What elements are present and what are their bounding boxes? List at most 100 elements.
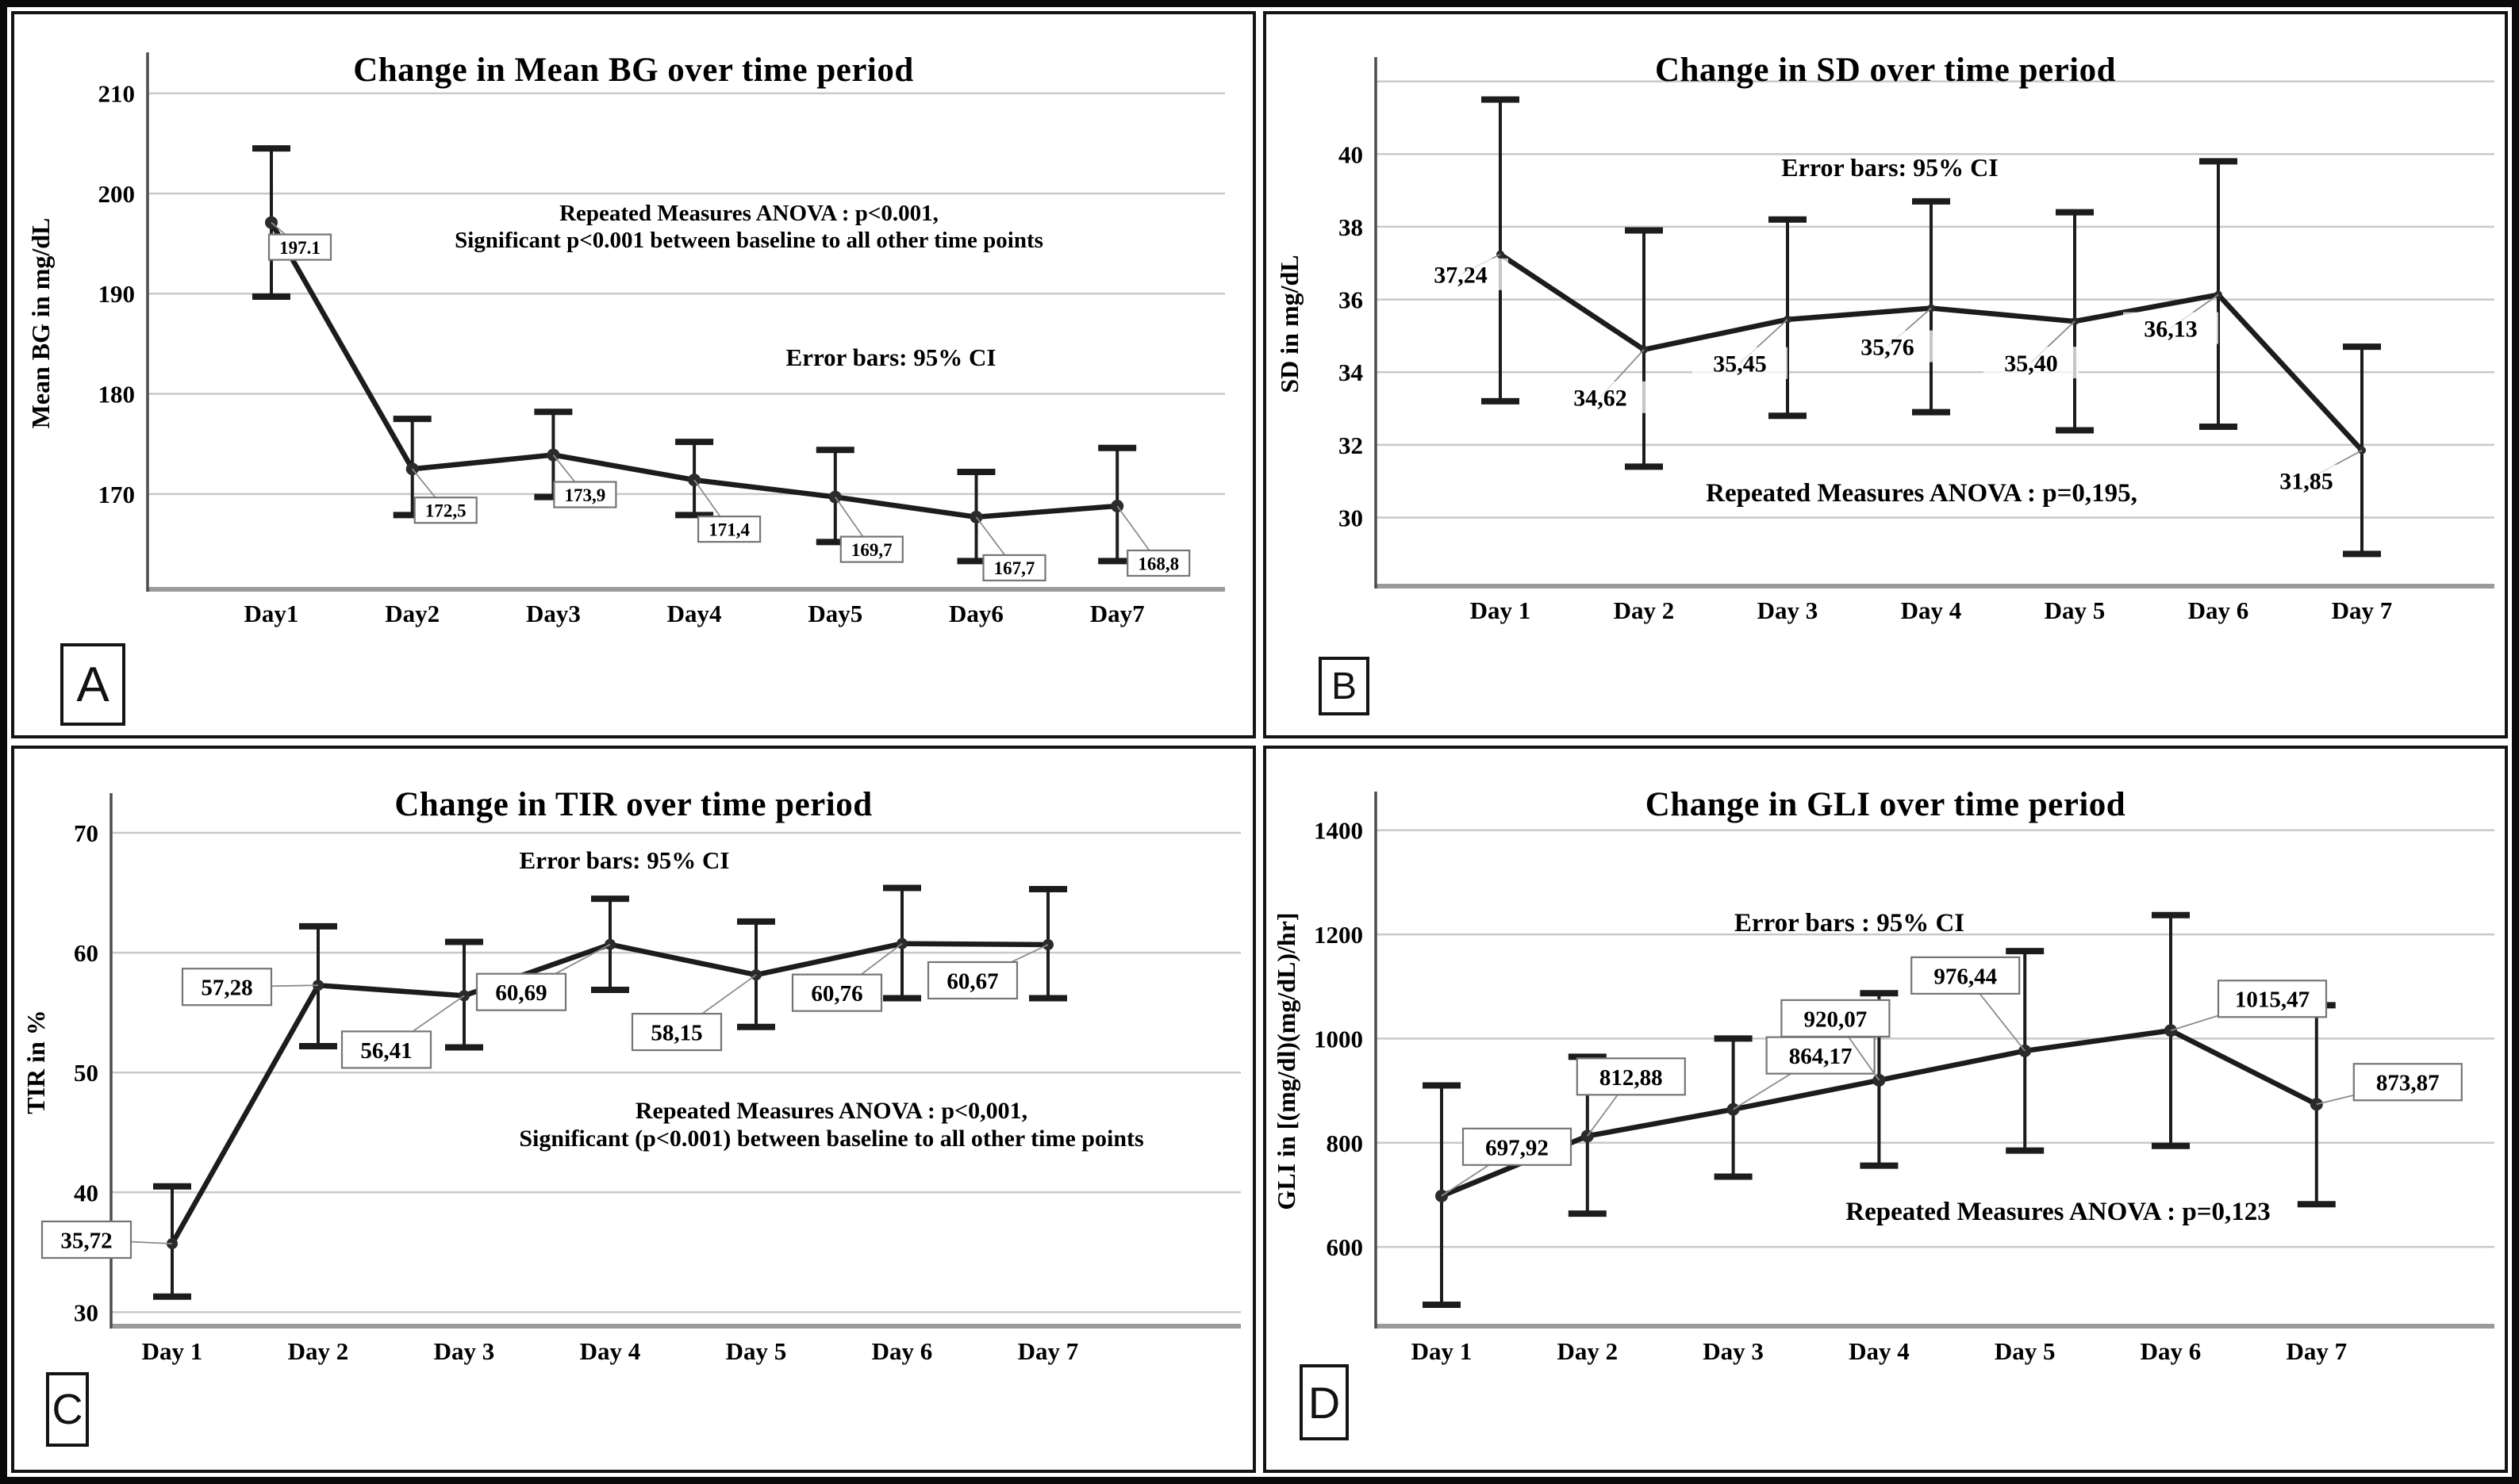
x-category-label: Day 6 (872, 1337, 933, 1365)
x-category-label: Day3 (526, 600, 581, 627)
data-label-box (2217, 980, 2328, 1018)
panel-d: Change in GLI over time period 1400 1200 1… (1263, 746, 2508, 1473)
data-label-box (1910, 956, 2021, 995)
y-tick-label: 36 (1338, 286, 1363, 314)
data-label-box (697, 516, 762, 543)
anova-note-line: Significant (p<0.001) between baseline t… (519, 1125, 1143, 1152)
y-tick-label: 600 (1327, 1233, 1364, 1261)
y-tick-label: 200 (98, 180, 136, 208)
anova-note-line: Repeated Measures ANOVA : p=0,123 (1845, 1198, 2271, 1226)
gridlines (111, 831, 1241, 1313)
data-label-value: 197.1 (279, 238, 321, 258)
data-label-value: 167,7 (994, 558, 1035, 578)
data-label-box (267, 233, 332, 261)
x-category-label: Day 4 (1849, 1337, 1910, 1365)
y-tick-label: 1400 (1314, 817, 1363, 845)
x-category-label: Day 6 (2188, 596, 2249, 624)
data-label-value: 35,45 (1713, 351, 1767, 378)
y-tick-label: 190 (98, 280, 136, 308)
data-labels: 197.1 172,5 173,9 171,4 169,7 167,7 168,8 (267, 221, 1191, 581)
y-tick-label: 60 (74, 939, 98, 967)
data-label-value: 35,72 (60, 1228, 112, 1253)
data-label-halo (2123, 312, 2218, 344)
data-label-box (982, 554, 1046, 581)
data-label-value: 60,76 (811, 981, 862, 1007)
data-label-box (1461, 1127, 1572, 1166)
data-label-box (40, 1220, 132, 1260)
x-category-label: Day 1 (1411, 1337, 1473, 1365)
data-label-value: 873,87 (2376, 1071, 2440, 1096)
x-category-label: Day2 (385, 600, 440, 627)
data-label-value: 35,76 (1860, 334, 1914, 360)
error-bars-note: Error bars: 95% CI (786, 343, 996, 371)
panel-label-badge-a: A (60, 643, 125, 726)
y-tick-label: 1200 (1314, 921, 1363, 949)
y-tick-label: 1000 (1314, 1025, 1363, 1053)
error-bars-note: Error bars: 95% CI (520, 846, 730, 874)
data-label-value: 56,41 (360, 1038, 412, 1064)
data-label-box (181, 968, 273, 1007)
data-label-value: 920,07 (1804, 1007, 1868, 1032)
x-category-label: Day 3 (1703, 1337, 1764, 1365)
data-label-value: 36,13 (2144, 316, 2198, 342)
x-category-label: Day6 (949, 600, 1004, 627)
x-category-label: Day 2 (1557, 1337, 1618, 1365)
error-bars-note: Error bars: 95% CI (1781, 153, 1998, 182)
annotations: Error bars: 95% CI Repeated Measures ANOV… (519, 846, 1143, 1152)
data-label-halo (1692, 347, 1787, 379)
y-tick-label: 30 (1338, 504, 1363, 532)
data-label-value: 864,17 (1789, 1044, 1853, 1069)
anova-note-line: Repeated Measures ANOVA : p<0,001, (636, 1098, 1027, 1124)
panel-label-badge-b: B (1319, 657, 1369, 715)
x-category-label: Day 3 (434, 1337, 495, 1365)
error-bars-note: Error bars : 95% CI (1734, 909, 1964, 938)
data-label-box (413, 497, 478, 524)
y-tick-labels: 1400 1200 1000 800 600 (1314, 817, 1363, 1261)
y-tick-label: 38 (1338, 213, 1363, 241)
annotations: Error bars: 95% CI Repeated Measures ANOV… (1706, 153, 2137, 508)
data-label-box (1127, 549, 1191, 577)
x-category-label: Day 6 (2141, 1337, 2202, 1365)
data-label-box (553, 481, 617, 508)
x-category-label: Day 2 (1614, 596, 1675, 624)
y-tick-label: 70 (74, 819, 98, 847)
x-category-labels: Day 1 Day 2 Day 3 Day 4 Day 5 Day 6 Day 7 (142, 1337, 1079, 1365)
x-category-labels: Day1 Day2 Day3 Day4 Day5 Day6 Day7 (244, 600, 1145, 627)
data-label-box (791, 973, 883, 1012)
data-label-value: 173,9 (565, 485, 606, 505)
data-label-halo (1413, 258, 1508, 290)
chart-title-c: Change in TIR over time period (394, 785, 873, 823)
chart-title-b: Change in SD over time period (1654, 51, 2117, 89)
panel-label-badge-d: D (1300, 1364, 1349, 1440)
y-tick-labels: 210 200 190 180 170 (98, 80, 136, 508)
x-category-label: Day1 (244, 600, 299, 627)
data-label-value: 697,92 (1485, 1135, 1549, 1160)
data-point-marker (605, 938, 616, 950)
x-category-label: Day 1 (142, 1337, 203, 1365)
chart-canvas-tir: 70 60 50 40 30 Day 1 Day 2 Day 3 Day 4 Day 5 Day 6… (21, 793, 1241, 1365)
data-label-value: 57,28 (201, 976, 252, 1001)
data-label-value: 168,8 (1138, 554, 1179, 573)
data-label-halo (1840, 330, 1935, 362)
panel-a: Change in Mean BG over time period 210 20… (11, 11, 1256, 738)
x-category-label: Day 1 (1470, 596, 1531, 624)
data-label-value: 37,24 (1434, 263, 1488, 289)
x-category-label: Day 7 (2332, 596, 2393, 624)
x-category-label: Day 7 (2286, 1337, 2347, 1365)
panel-c: Change in TIR over time period 70 60 50 40 3… (11, 746, 1256, 1473)
x-category-label: Day5 (808, 600, 862, 627)
y-tick-label: 32 (1338, 431, 1363, 459)
data-label-halo (1553, 381, 1648, 413)
data-label-box (340, 1030, 432, 1069)
data-label-box (2352, 1063, 2463, 1102)
data-label-value: 812,88 (1599, 1065, 1663, 1091)
data-labels: 697,92 812,88 864,17 920,07 976,44 1015,47 873… (1441, 956, 2463, 1197)
data-label-box (839, 535, 904, 563)
x-category-label: Day 3 (1757, 596, 1818, 624)
x-category-labels: Day 1 Day 2 Day 3 Day 4 Day 5 Day 6 Day 7 (1411, 1337, 2347, 1365)
gridlines (1376, 829, 2494, 1248)
y-axis-title: GLI in [(mg/dl)(mg/dL)/hr] (1272, 912, 1300, 1210)
data-label-box (1576, 1057, 1686, 1096)
